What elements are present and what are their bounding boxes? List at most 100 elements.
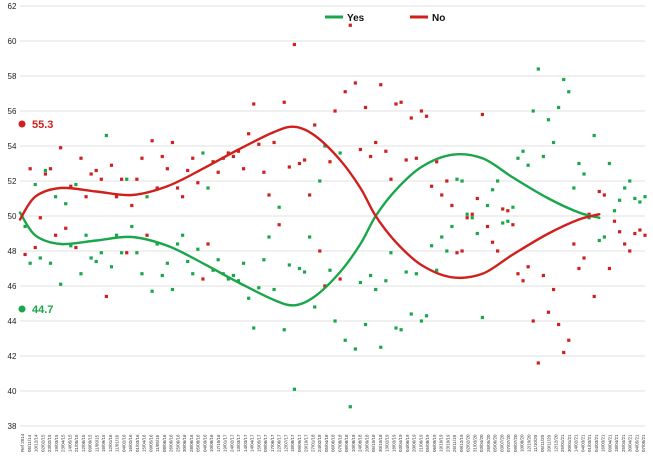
yes-point [521,149,525,153]
no-point [99,177,103,181]
y-tick-label: 38 [8,422,17,431]
x-tick-label: 20/06/19 [412,434,417,452]
no-point [94,168,98,173]
yes-point [64,202,68,206]
no-point [338,277,342,281]
no-point [130,203,134,208]
x-tick-label: 04/09/16 [202,434,207,452]
data-points [23,23,647,409]
yes-point [638,200,642,204]
yes-point [333,319,337,323]
no-point [592,294,596,299]
yes-point [23,224,27,229]
no-point [191,156,195,160]
x-tick-label: 26/05/20 [486,434,491,452]
yes-point [369,273,373,278]
trend-lines [18,125,601,307]
no-point [318,249,322,253]
x-tick-label: 09/06/17 [263,434,268,452]
yes-point [450,224,454,229]
no-point [43,172,48,176]
x-tick-label: 12/07/17 [283,434,288,452]
yes-point [551,140,556,145]
yes-point [485,203,490,208]
x-tick-label: 13/02/19 [385,434,390,452]
yes-point [455,177,459,181]
no-point [343,90,347,94]
x-tick-label: 30/10/18 [378,434,383,452]
yes-point [328,268,332,272]
x-tick-label: 12/10/20 [526,434,531,452]
yes-point [53,195,58,199]
yes-point [130,224,134,229]
no-point [460,249,464,253]
yes-point [28,261,32,265]
no-point [394,102,398,106]
yes-point [384,279,388,283]
no-point [247,132,251,136]
yes-point [226,277,230,281]
no-point [211,160,215,164]
no-point [628,249,632,253]
yes-point [409,312,413,316]
x-tick-label: 02/02/20 [466,434,471,452]
x-tick-label: 19/03/15 [54,434,59,452]
yes-point [120,251,124,255]
yes-point [84,233,88,237]
yes-point [592,133,596,138]
no-point [48,167,53,171]
no-point [409,116,413,120]
no-point [536,361,540,365]
yes-point [480,315,484,320]
yes-point [424,314,429,318]
y-tick-label: 54 [8,142,17,151]
no-point [297,161,302,166]
yes-point [94,259,98,264]
x-tick-label: 24/08/18 [358,434,363,452]
x-tick-label: 18/08/17 [290,434,295,452]
x-tick-label: 19/01/17 [223,434,228,452]
no-point [150,139,154,143]
yes-point [414,272,418,276]
legend-no-label: No [432,13,445,24]
yes-end-marker [18,305,26,313]
x-tick-label: 15/04/16 [142,434,147,452]
no-point [272,140,276,145]
x-tick-label: 14/03/17 [243,434,248,452]
no-point [287,165,291,169]
no-point [551,287,556,292]
y-tick-label: 50 [8,212,17,221]
no-point [155,186,159,190]
no-point [633,231,637,236]
no-point [602,193,606,197]
x-tick-label: 10/12/14 [34,434,39,452]
yes-point [429,244,434,248]
no-point [170,140,175,145]
x-tick-label: 05/11/14 [27,434,32,452]
x-tick-label: 09/12/19 [459,434,464,452]
yes-point [470,216,474,220]
yes-point [490,188,495,192]
y-axis: 38 40 42 44 46 48 50 52 54 56 58 60 62 [8,2,17,431]
no-point [282,100,286,104]
yes-end-value: 44.7 [32,304,53,316]
yes-point [287,263,291,267]
no-point [587,212,591,216]
no-point [114,195,119,199]
x-tick-label: 04/03/21 [580,434,585,452]
yes-point [623,186,627,190]
no-point [526,265,530,269]
x-tick-label: 10/08/16 [209,434,214,452]
no-point [323,284,327,288]
x-tick-label: 16/03/21 [601,434,606,452]
no-point [328,160,332,164]
no-point [521,279,525,283]
no-point [89,172,93,176]
yes-point [155,242,159,246]
no-point [414,156,418,160]
no-point [541,273,545,278]
no-point [374,140,378,145]
no-point [399,100,403,104]
yes-point [114,233,119,237]
yes-point [43,168,48,173]
